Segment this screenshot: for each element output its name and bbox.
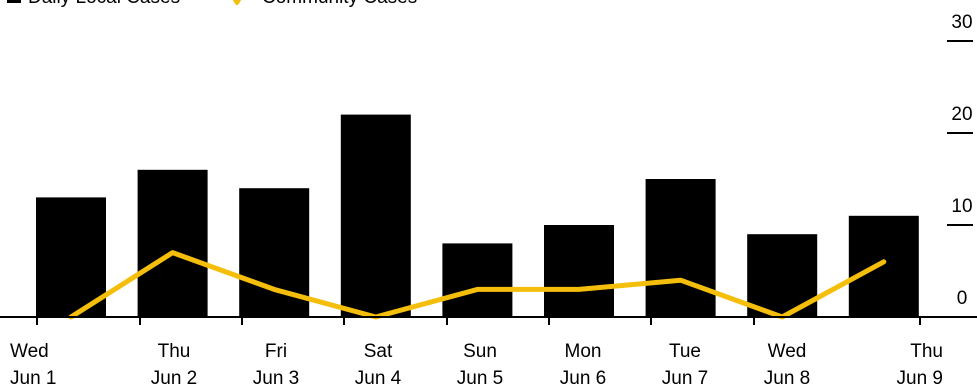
x-tick-label-day: Fri: [265, 341, 287, 362]
bar-series: [36, 114, 919, 317]
x-tick-label-day: Thu: [158, 341, 191, 362]
line-series: [68, 250, 887, 320]
y-tick-label: 20: [951, 104, 972, 125]
bar: [137, 169, 208, 317]
legend: Daily Local Cases Community Cases: [7, 0, 417, 8]
x-tick-label-date: Jun 1: [10, 368, 56, 387]
bar: [340, 114, 411, 317]
x-tick-label-day: Sun: [463, 341, 497, 362]
x-tick-label-date: Jun 2: [151, 368, 197, 387]
x-tick-label-date: Jun 3: [253, 368, 299, 387]
x-tick-label-day: Wed: [10, 341, 49, 362]
y-tick-label: 30: [951, 12, 972, 33]
legend-label-bars: Daily Local Cases: [28, 0, 180, 8]
x-axis: Wed Jun 1 Thu Jun 2 Fri Jun 3 Sat Jun 4 Sun Jun 5…: [0, 316, 977, 387]
x-tick-label-date: Jun 4: [355, 368, 402, 387]
x-tick-label-date: Jun 6: [560, 368, 606, 387]
x-tick-label-date: Jun 7: [662, 368, 708, 387]
x-tick-label-day: Mon: [565, 341, 602, 362]
legend-label-line: Community Cases: [262, 0, 417, 8]
community-cases-line: [68, 250, 887, 320]
x-tick-label-day: Wed: [768, 341, 807, 362]
x-tick-label-date: Jun 5: [457, 368, 503, 387]
bar: [645, 179, 716, 317]
bar: [442, 243, 513, 317]
y-tick-label: 10: [951, 196, 972, 217]
bar: [544, 225, 614, 317]
legend-swatch-line: [232, 0, 242, 5]
legend-swatch-bars: [7, 0, 21, 3]
y-tick-label: 0: [957, 288, 968, 309]
x-tick-label-day: Thu: [910, 341, 943, 362]
x-tick-label-day: Tue: [669, 341, 701, 362]
x-tick-label-date: Jun 9: [897, 368, 943, 387]
y-axis: 0 10 20 30: [947, 12, 973, 309]
x-tick-label-date: Jun 8: [764, 368, 810, 387]
bar: [36, 197, 106, 317]
x-tick-label-day: Sat: [364, 341, 393, 362]
bar: [848, 215, 919, 317]
